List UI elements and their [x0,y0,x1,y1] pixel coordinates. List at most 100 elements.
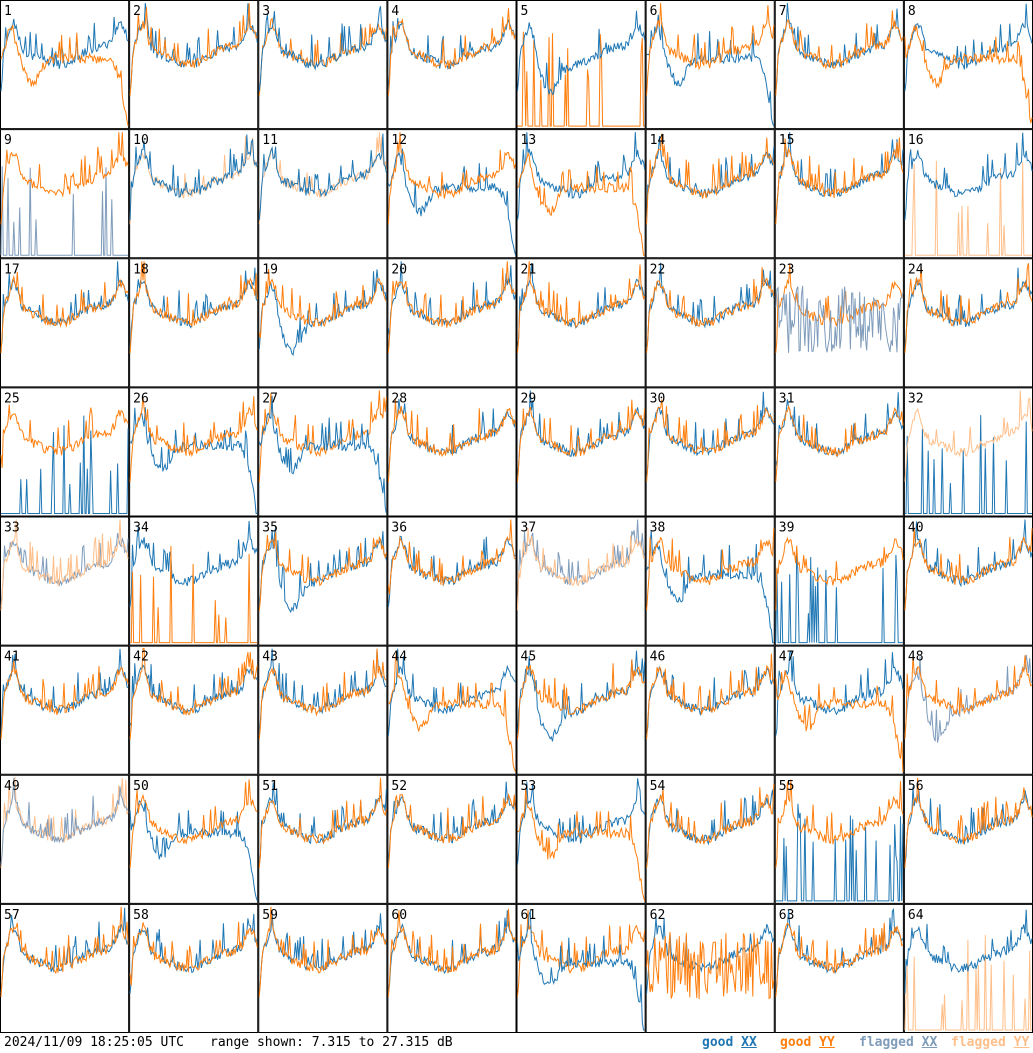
panel-label: 17 [4,262,20,277]
panel-label: 57 [4,908,20,923]
trace-xx [129,913,258,994]
trace-yy [129,921,258,986]
panel-label: 62 [650,908,666,923]
trace-yy [129,261,258,354]
trace-yy [387,908,516,997]
trace-xx [904,3,1033,92]
panel-label: 13 [521,133,537,148]
trace-yy [0,660,129,740]
panel-28: 28 [387,387,517,517]
panel-35: 35 [258,516,388,646]
trace-yy [904,24,1033,124]
panel-39: 39 [774,516,904,646]
trace-yy [129,2,258,96]
panel-frame [903,516,1033,646]
trace-xx [387,148,516,256]
panel-label: 22 [650,262,666,277]
panel-label: 32 [908,391,924,406]
panel-14: 14 [645,129,775,259]
trace-yy [517,910,646,997]
trace-yy [904,527,1033,611]
trace-xx [904,909,1033,994]
panel-label: 11 [262,133,278,148]
trace-yy [0,404,129,468]
panel-frame [129,129,259,259]
panel-31: 31 [774,387,904,517]
trace-xx [258,5,387,92]
trace-xx [517,778,646,865]
panel-53: 53 [516,774,646,904]
trace-yy [646,2,775,96]
trace-yy [517,528,645,611]
panel-62: 62 [645,903,775,1033]
panel-29: 29 [516,387,646,517]
trace-xx [129,134,258,221]
trace-yy [517,31,645,127]
panel-label: 60 [391,908,407,923]
trace-xx [646,391,775,478]
panel-13: 13 [516,129,646,259]
panel-label: 43 [262,650,278,665]
panel-label: 37 [521,521,537,536]
panel-22: 22 [645,258,775,388]
panel-36: 36 [387,516,517,646]
trace-xx [904,267,1033,349]
legend-good-xx: good XX [702,1035,757,1050]
panel-41: 41 [0,645,130,775]
panel-label: 34 [133,521,149,536]
trace-yy [258,268,387,338]
panel-label: 49 [4,779,20,794]
timestamp: 2024/11/09 18:25:05 UTC [4,1035,185,1050]
panel-38: 38 [645,516,775,646]
trace-xx [387,398,516,478]
trace-yy [775,10,904,96]
trace-yy [646,932,775,1000]
panel-21: 21 [516,258,646,388]
trace-yy [129,779,258,869]
legend-flagged-xx: flagged XX [859,1035,938,1050]
panel-33: 33 [0,516,130,646]
panel-frame [903,0,1033,130]
panel-59: 59 [258,903,388,1033]
panel-label: 51 [262,779,278,794]
panel-46: 46 [645,645,775,775]
panel-63: 63 [774,903,904,1033]
panel-label: 35 [262,521,278,536]
panel-64: 64 [903,903,1033,1033]
panel-1: 1 [0,0,130,130]
trace-yy [258,777,387,869]
panel-32: 32 [903,387,1033,517]
panel-label: 56 [908,779,924,794]
trace-xx [258,133,387,221]
panel-label: 10 [133,133,149,148]
trace-xx [517,910,645,1031]
trace-xx [646,14,775,127]
trace-yy [517,151,645,256]
panel-30: 30 [645,387,775,517]
trace-yy [129,136,258,225]
range-label: range shown: 7.315 to 27.315 dB [210,1035,453,1050]
panel-9: 9 [0,129,130,259]
trace-yy [387,8,516,96]
trace-yy [387,519,516,595]
panel-frame [0,516,130,646]
trace-xx [129,799,258,902]
panel-49: 49 [0,774,130,904]
panel-label: 16 [908,133,924,148]
panel-18: 18 [129,258,259,388]
panel-56: 56 [903,774,1033,904]
trace-yy [0,132,129,225]
trace-yy [517,788,646,902]
panel-frame [387,516,517,646]
panel-label: 55 [779,779,795,794]
trace-yy [775,137,904,225]
panel-label: 63 [779,908,795,923]
panel-label: 21 [521,262,537,277]
panel-37: 37 [516,516,646,646]
panel-40: 40 [903,516,1033,646]
panel-6: 6 [645,0,775,130]
trace-yy [517,261,646,353]
panel-3: 3 [258,0,388,130]
panel-label: 47 [779,650,795,665]
trace-xx [0,261,129,350]
